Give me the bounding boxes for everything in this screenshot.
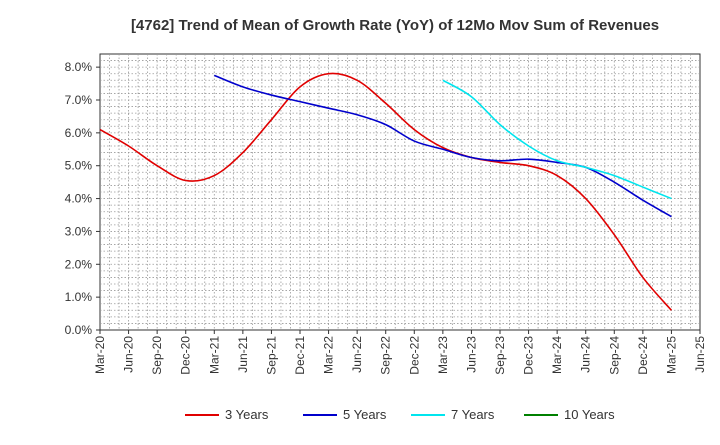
plot-area [99,53,701,331]
x-tick-label: Mar-23 [436,336,450,374]
y-tick-label: 1.0% [65,290,93,304]
legend-label-5-years: 5 Years [343,407,387,422]
x-tick-label: Dec-22 [407,336,421,375]
y-tick-label: 4.0% [65,192,93,206]
y-tick-label: 8.0% [65,60,93,74]
x-tick-label: Sep-22 [379,336,393,375]
y-tick-label: 6.0% [65,126,93,140]
axes: 0.0% 1.0% 2.0% 3.0% 4.0% 5.0% 6.0% 7.0% 8.0% Mar-… [65,60,707,375]
x-tick-label: Dec-24 [636,336,650,375]
x-tick-label: Mar-25 [664,336,678,374]
y-tick-label: 0.0% [65,323,93,337]
x-tick-label: Dec-21 [293,336,307,375]
x-tick-label: Sep-24 [607,336,621,375]
x-tick-label: Mar-21 [207,336,221,374]
y-tick-label: 3.0% [65,224,93,238]
x-tick-label: Dec-20 [179,336,193,375]
x-tick-label: Dec-23 [522,336,536,375]
series-line-5-years [213,74,672,218]
series-line-3-years [99,72,673,311]
x-tick-label: Sep-21 [264,336,278,375]
x-tick-label: Jun-23 [464,336,478,373]
legend: 3 Years 5 Years 7 Years 10 Years [185,407,615,422]
grid [99,53,701,331]
x-tick-label: Mar-22 [322,336,336,374]
x-tick-label: Mar-20 [93,336,107,374]
legend-label-10-years: 10 Years [564,407,615,422]
legend-label-7-years: 7 Years [451,407,495,422]
y-tick-label: 5.0% [65,159,93,173]
x-tick-label: Sep-23 [493,336,507,375]
y-tick-label: 7.0% [65,93,93,107]
x-tick-label: Jun-24 [579,336,593,373]
x-tick-label: Sep-20 [150,336,164,375]
y-tick-label: 2.0% [65,257,93,271]
series [99,72,673,311]
x-tick-label: Mar-24 [550,336,564,374]
x-tick-label: Jun-25 [693,336,707,373]
chart-title: [4762] Trend of Mean of Growth Rate (YoY… [131,17,659,34]
x-tick-label: Jun-21 [236,336,250,373]
legend-label-3-years: 3 Years [225,407,269,422]
x-tick-label: Jun-22 [350,336,364,373]
series-line-7-years [442,79,672,200]
x-tick-label: Jun-20 [122,336,136,373]
